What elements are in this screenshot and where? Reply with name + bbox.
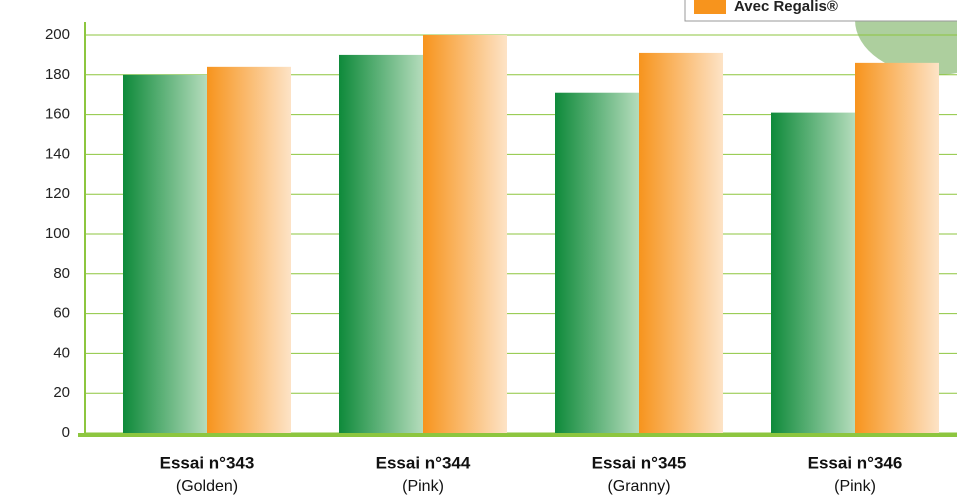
y-tick-label: 120 (45, 185, 70, 202)
x-tick-label: Essai n°344 (376, 453, 471, 472)
bar (339, 54, 423, 434)
bar (207, 66, 291, 433)
bar (855, 62, 939, 434)
bar (423, 35, 507, 433)
x-tick-label: Essai n°343 (160, 453, 255, 472)
y-tick-label: 0 (62, 424, 70, 441)
x-tick-label: Essai n°345 (592, 453, 687, 472)
legend-swatch (694, 0, 726, 14)
bar (639, 52, 723, 433)
legend-box (684, 0, 957, 22)
y-tick-label: 60 (53, 305, 70, 322)
x-tick-sublabel: (Golden) (176, 478, 238, 495)
bar (123, 74, 207, 434)
y-tick-label: 200 (45, 26, 70, 43)
bar (771, 112, 855, 434)
y-tick-label: 140 (45, 145, 70, 162)
y-tick-label: 40 (53, 344, 70, 361)
bar (555, 92, 639, 434)
x-tick-sublabel: (Pink) (402, 478, 444, 495)
legend-label: Avec Regalis® (734, 0, 838, 15)
x-tick-label: Essai n°346 (808, 453, 903, 472)
y-tick-label: 20 (53, 384, 70, 401)
y-tick-label: 80 (53, 265, 70, 282)
y-tick-label: 100 (45, 225, 70, 242)
x-tick-sublabel: (Granny) (607, 478, 670, 495)
y-tick-label: 160 (45, 106, 70, 123)
x-tick-sublabel: (Pink) (834, 478, 876, 495)
y-tick-label: 180 (45, 66, 70, 83)
